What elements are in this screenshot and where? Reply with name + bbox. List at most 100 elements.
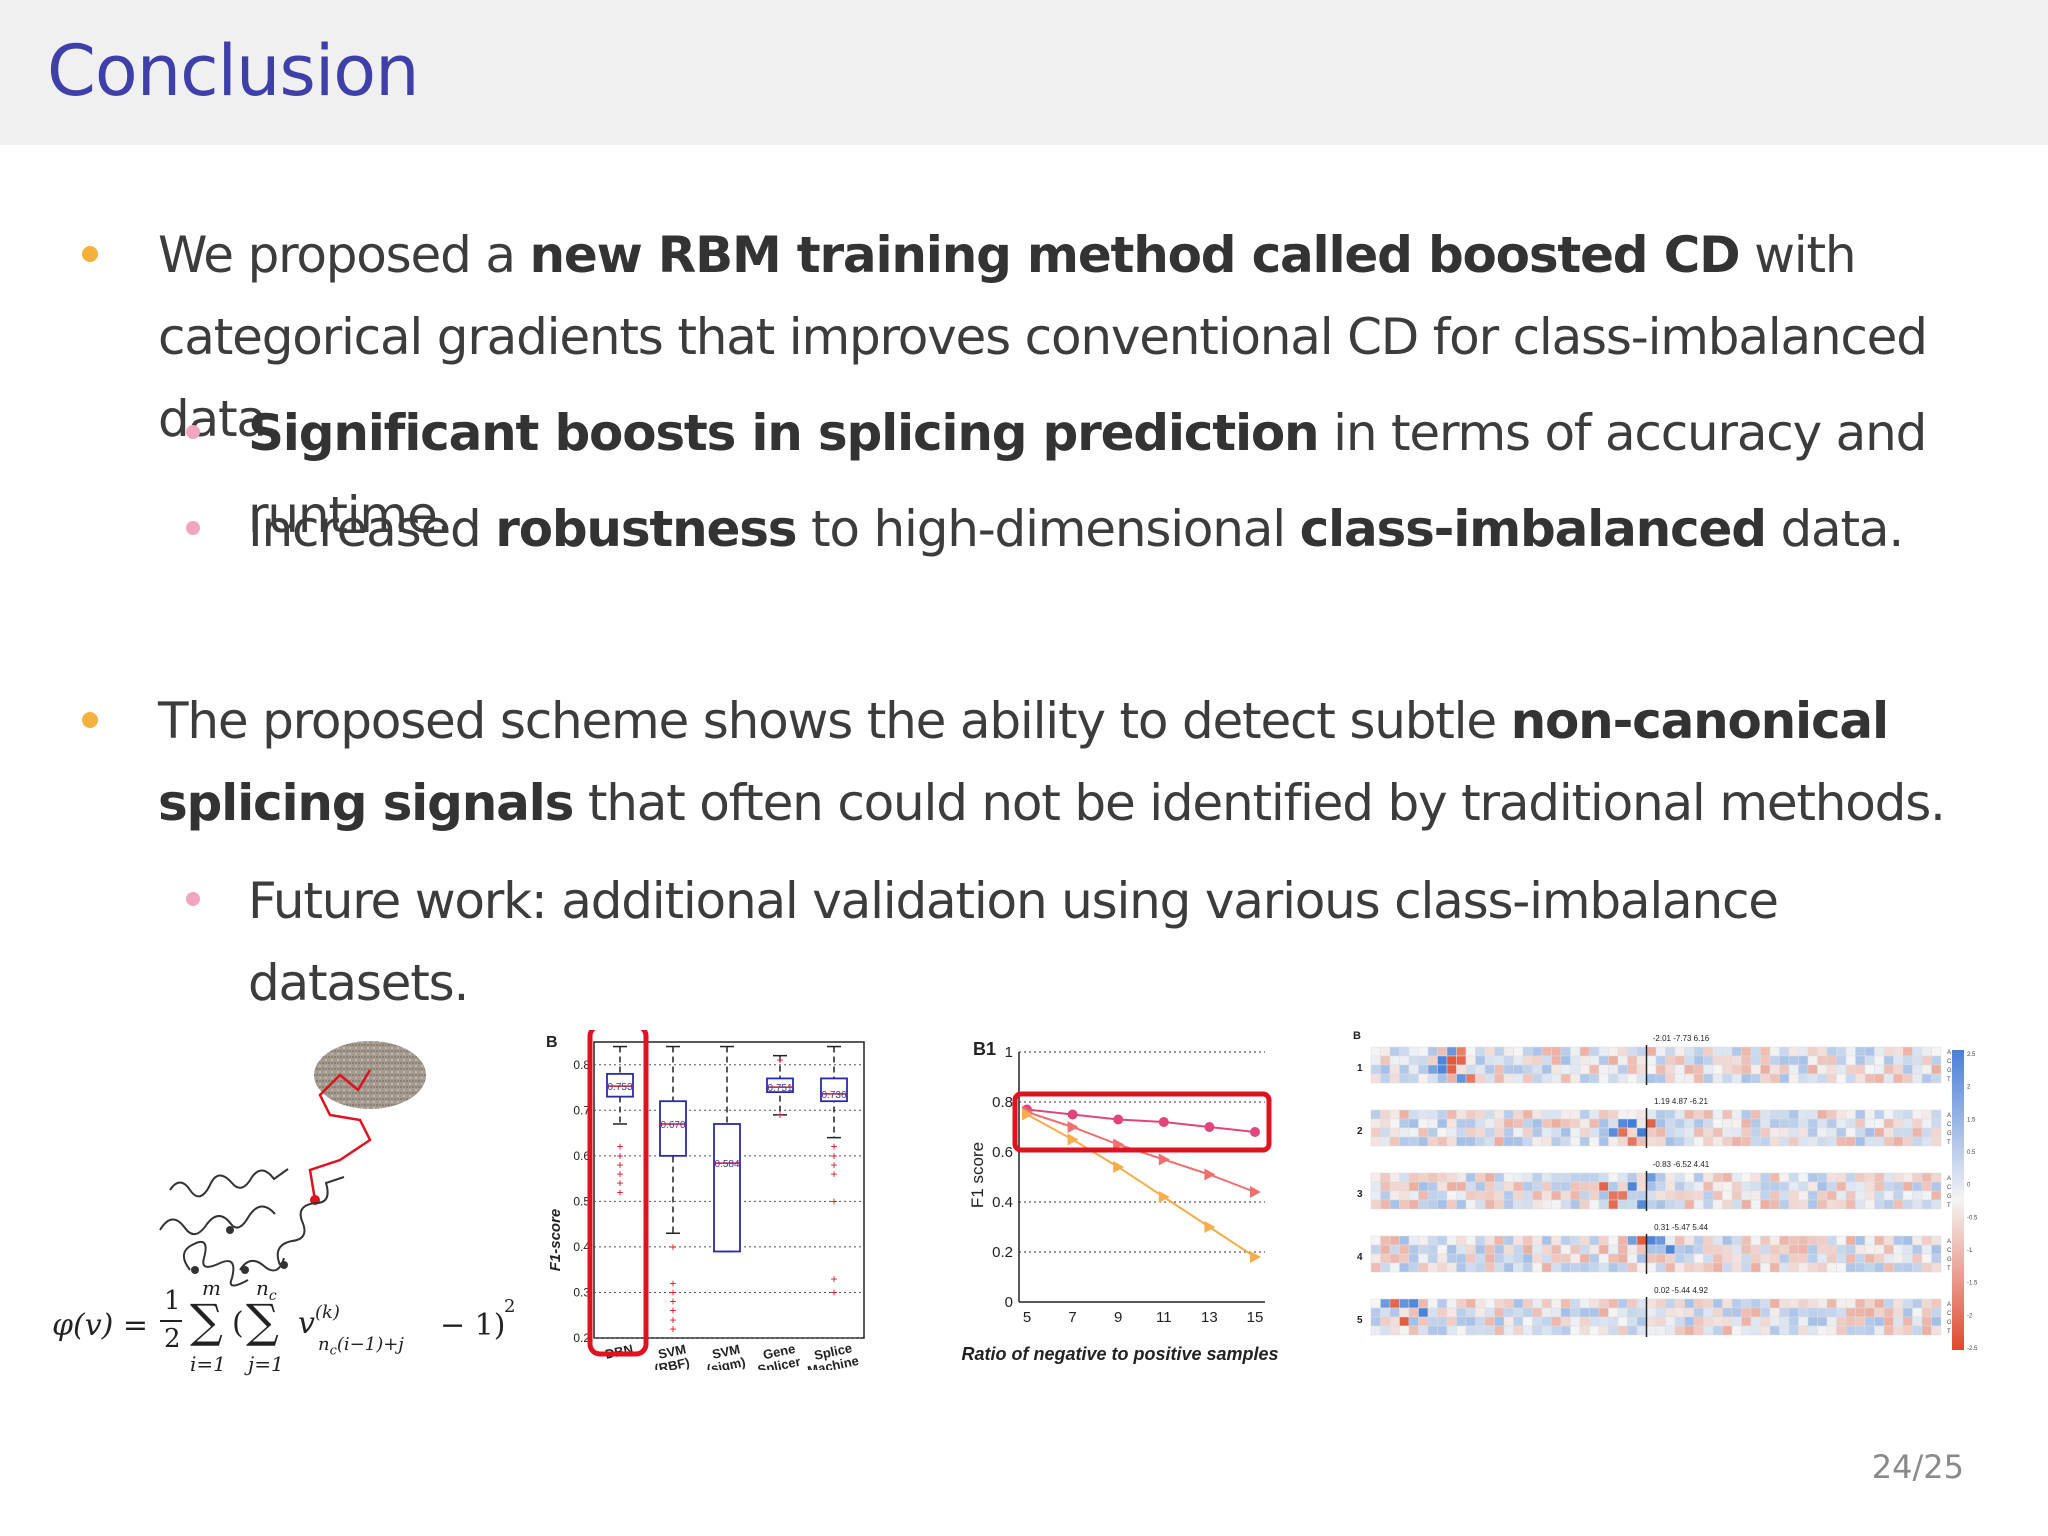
heatmap-cell <box>1741 1262 1752 1273</box>
formula-power: 2 <box>504 1296 516 1317</box>
heatmap-cell <box>1541 1118 1552 1129</box>
heatmap-cell <box>1646 1109 1657 1120</box>
formula-term: v(k) <box>298 1302 340 1341</box>
heatmap-cell <box>1484 1307 1495 1318</box>
heatmap-cell <box>1484 1325 1495 1336</box>
heatmap-cell <box>1408 1307 1419 1318</box>
heatmap-cell <box>1722 1199 1733 1210</box>
heatmap-cell <box>1380 1190 1391 1201</box>
heatmap-cell <box>1874 1199 1885 1210</box>
heatmap-cell <box>1446 1064 1457 1075</box>
heatmap-cell <box>1408 1244 1419 1255</box>
heatmap-cell <box>1674 1127 1685 1138</box>
heatmap-cell <box>1684 1235 1695 1246</box>
heatmap-cell <box>1874 1244 1885 1255</box>
heatmap-cell <box>1912 1190 1923 1201</box>
heatmap-cell <box>1380 1118 1391 1129</box>
heatmap-cell <box>1418 1262 1429 1273</box>
heatmap-panel-label: B <box>1353 1030 1361 1042</box>
formula-sum-inner-top: nc <box>256 1276 277 1304</box>
heatmap-cell <box>1475 1181 1486 1192</box>
heatmap-cell <box>1722 1073 1733 1084</box>
heatmap-base-label: T <box>1947 1329 1951 1335</box>
heatmap-cell <box>1798 1307 1809 1318</box>
linechart-point <box>1250 1127 1260 1137</box>
f1-line-chart: B1 F1 score 0 0.2 0.4 0.6 0.8 1 5 7 9 11 13 15 Rat… <box>961 1039 1278 1364</box>
heatmap-cell <box>1902 1046 1913 1057</box>
heatmap-cell <box>1807 1190 1818 1201</box>
sub-bullet-marker <box>186 425 200 439</box>
heatmap-base-label: T <box>1947 1266 1951 1272</box>
heatmap-cell <box>1389 1127 1400 1138</box>
heatmap-cell <box>1798 1316 1809 1327</box>
heatmap-cell <box>1456 1055 1467 1066</box>
heatmap-cell <box>1855 1181 1866 1192</box>
boxplot-outlier: + <box>616 1149 623 1163</box>
heatmap-cell <box>1722 1136 1733 1147</box>
heatmap-row-label: 5 <box>1357 1315 1363 1326</box>
heatmap-cell <box>1636 1235 1647 1246</box>
heatmap-cell <box>1589 1118 1600 1129</box>
heatmap-cell <box>1532 1325 1543 1336</box>
heatmap-cell <box>1551 1199 1562 1210</box>
heatmap-cell <box>1655 1136 1666 1147</box>
heatmap-cell <box>1883 1316 1894 1327</box>
heatmap-colorbar-tick: -2 <box>1967 1313 1973 1319</box>
heatmap-cell <box>1826 1073 1837 1084</box>
heatmap-cell <box>1598 1235 1609 1246</box>
heatmap-cell <box>1921 1046 1932 1057</box>
heatmap-cell <box>1370 1325 1381 1336</box>
heatmap-cell <box>1541 1262 1552 1273</box>
heatmap-cell <box>1684 1253 1695 1264</box>
heatmap-cell <box>1883 1172 1894 1183</box>
boxplot-box <box>820 1077 848 1103</box>
heatmap-cell <box>1636 1046 1647 1057</box>
heatmap-cell <box>1779 1109 1790 1120</box>
heatmap-cell <box>1874 1055 1885 1066</box>
heatmap-cell <box>1703 1253 1714 1264</box>
heatmap-cell <box>1484 1118 1495 1129</box>
heatmap-cell <box>1399 1055 1410 1066</box>
heatmap-cell <box>1522 1244 1533 1255</box>
heatmap-cell <box>1693 1298 1704 1309</box>
heatmap-cell <box>1408 1199 1419 1210</box>
heatmap-cell <box>1456 1172 1467 1183</box>
heatmap-cell <box>1741 1253 1752 1264</box>
heatmap-cell <box>1503 1127 1514 1138</box>
heatmap-cell <box>1494 1262 1505 1273</box>
heatmap-cell <box>1665 1235 1676 1246</box>
heatmap-cell <box>1608 1172 1619 1183</box>
heatmap-cell <box>1693 1253 1704 1264</box>
heatmap-cell <box>1674 1262 1685 1273</box>
heatmap-cell <box>1703 1136 1714 1147</box>
heatmap-cell <box>1902 1190 1913 1201</box>
formula-lhs: φ(v) = <box>52 1308 149 1343</box>
heatmap-cell <box>1798 1244 1809 1255</box>
heatmap-cell <box>1418 1073 1429 1084</box>
heatmap-cell <box>1741 1127 1752 1138</box>
heatmap-cell <box>1684 1172 1695 1183</box>
boxplot-box <box>659 1100 687 1157</box>
heatmap-cell <box>1627 1127 1638 1138</box>
heatmap-cell <box>1693 1244 1704 1255</box>
heatmap-cell <box>1589 1064 1600 1075</box>
heatmap-cell <box>1475 1172 1486 1183</box>
heatmap-cell <box>1551 1118 1562 1129</box>
heatmap-cell <box>1703 1064 1714 1075</box>
heatmap-cell <box>1579 1325 1590 1336</box>
heatmap-cell <box>1427 1172 1438 1183</box>
heatmap-cell <box>1674 1073 1685 1084</box>
heatmap-cell <box>1703 1055 1714 1066</box>
heatmap-cell <box>1836 1262 1847 1273</box>
heatmap-cell <box>1570 1127 1581 1138</box>
heatmap-cell <box>1741 1325 1752 1336</box>
heatmap-cell <box>1836 1325 1847 1336</box>
linechart-ytick: 0.8 <box>992 1094 1013 1111</box>
heatmap-cell <box>1408 1127 1419 1138</box>
heatmap-cell <box>1399 1316 1410 1327</box>
heatmap-cell <box>1646 1307 1657 1318</box>
heatmap-cell <box>1817 1235 1828 1246</box>
heatmap-cell <box>1760 1118 1771 1129</box>
heatmap-base-label: T <box>1947 1203 1951 1209</box>
heatmap-cell <box>1921 1199 1932 1210</box>
